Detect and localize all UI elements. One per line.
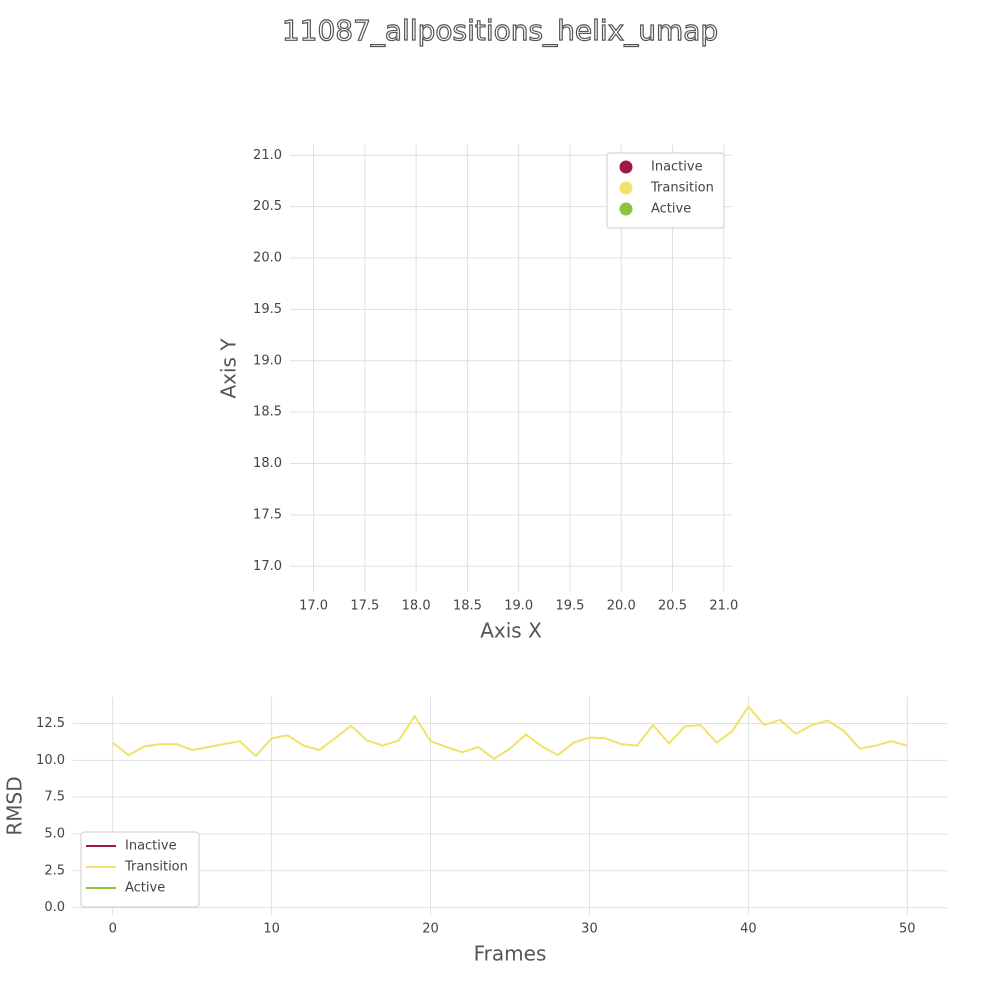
y-tick-label: 12.5 (36, 716, 65, 731)
legend-marker (619, 202, 633, 216)
x-axis-label: Frames (474, 942, 547, 966)
legend-marker (619, 181, 633, 195)
y-tick-label: 20.5 (253, 199, 282, 214)
legend-label: Active (125, 881, 165, 896)
figure-title: 11087_allpositions_helix_umap (282, 14, 718, 47)
x-tick-label: 17.5 (350, 599, 379, 614)
y-tick-label: 18.5 (253, 405, 282, 420)
x-tick-label: 19.5 (555, 599, 584, 614)
y-tick-label: 10.0 (36, 753, 65, 768)
legend-label: Transition (650, 181, 714, 196)
legend-box (606, 152, 725, 229)
y-tick-label: 19.0 (253, 353, 282, 368)
legend-label: Inactive (651, 160, 703, 175)
legend-marker (619, 160, 633, 174)
x-tick-label: 10 (263, 922, 280, 937)
x-tick-label: 17.0 (299, 599, 328, 614)
y-tick-label: 0.0 (44, 900, 65, 915)
x-tick-label: 20.0 (607, 599, 636, 614)
x-tick-label: 50 (899, 922, 916, 937)
x-axis-label: Axis X (480, 619, 542, 643)
y-tick-label: 21.0 (253, 148, 282, 163)
y-tick-label: 19.5 (253, 302, 282, 317)
x-tick-label: 20 (422, 922, 439, 937)
x-tick-label: 18.0 (402, 599, 431, 614)
x-tick-label: 40 (740, 922, 757, 937)
y-tick-label: 20.0 (253, 251, 282, 266)
x-tick-label: 18.5 (453, 599, 482, 614)
y-tick-label: 7.5 (44, 790, 65, 805)
y-tick-label: 18.0 (253, 456, 282, 471)
x-tick-label: 30 (581, 922, 598, 937)
x-tick-label: 0 (109, 922, 117, 937)
legend-label: Active (651, 202, 691, 217)
y-tick-label: 5.0 (44, 826, 65, 841)
x-tick-label: 19.0 (504, 599, 533, 614)
legend-label: Inactive (125, 839, 177, 854)
y-tick-label: 17.0 (253, 559, 282, 574)
y-axis-label: Axis Y (217, 338, 241, 399)
x-tick-label: 20.5 (658, 599, 687, 614)
y-tick-label: 2.5 (44, 863, 65, 878)
x-tick-label: 21.0 (709, 599, 738, 614)
y-axis-label: RMSD (3, 776, 27, 835)
series-line (112, 704, 908, 761)
legend-label: Transition (124, 860, 188, 875)
y-tick-label: 17.5 (253, 507, 282, 522)
